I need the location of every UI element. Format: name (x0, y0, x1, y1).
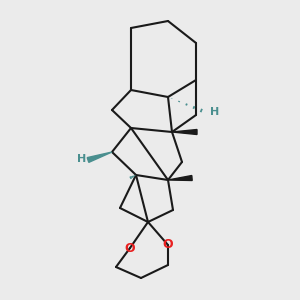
Polygon shape (87, 152, 112, 162)
Text: H: H (210, 107, 219, 117)
Text: H: H (77, 154, 86, 164)
Text: O: O (163, 238, 173, 251)
Text: O: O (125, 242, 135, 254)
Polygon shape (168, 176, 192, 181)
Polygon shape (172, 130, 197, 134)
